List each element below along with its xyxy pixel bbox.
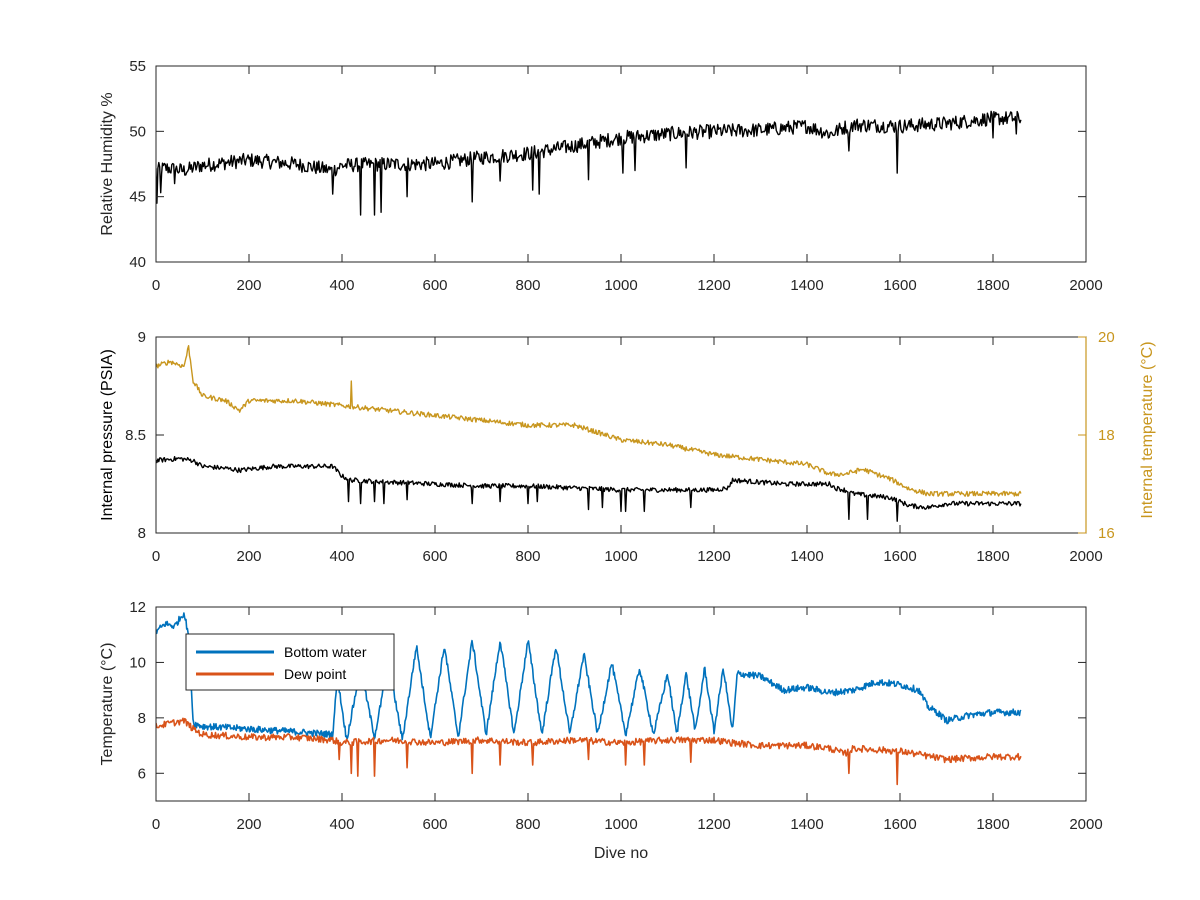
pressure-y-axis-label: Internal pressure (PSIA) <box>99 349 116 521</box>
humidity-x-tick-label-1800: 1800 <box>976 277 1009 294</box>
pressure-temperature-x-tick-label-2000: 2000 <box>1069 548 1102 565</box>
humidity-ticks: 0 200 400 600 800 1000 1200 1400 1600 1800 2000 40 4… <box>129 58 1102 294</box>
humidity-x-tick-label-1000: 1000 <box>604 277 637 294</box>
pressure-temperature-x-tick-label-1600: 1600 <box>883 548 916 565</box>
humidity-y-axis-label: Relative Humidity % <box>99 92 116 235</box>
temperature-x-tick-label-1600: 1600 <box>883 816 916 833</box>
temperature-x-tick-label-800: 800 <box>515 816 540 833</box>
humidity-series-line <box>156 110 1022 216</box>
temperature-plot-area <box>156 612 1022 786</box>
temperature-x-tick-label-200: 200 <box>236 816 261 833</box>
internal-temperature-y-tick-label-20: 20 <box>1098 329 1115 346</box>
pressure-temperature-x-tick-label-400: 400 <box>329 548 354 565</box>
pressure-temperature-x-tick-label-1800: 1800 <box>976 548 1009 565</box>
temperature-x-tick-label-600: 600 <box>422 816 447 833</box>
humidity-y-tick-label-50: 50 <box>129 123 146 140</box>
pressure-temperature-y-tick-label-9: 9 <box>138 329 146 346</box>
temperature-x-tick-label-0: 0 <box>152 816 160 833</box>
humidity-y-tick-label-40: 40 <box>129 254 146 271</box>
pressure-temperature-y-tick-label-8-5: 8.5 <box>125 427 146 444</box>
humidity-x-tick-label-200: 200 <box>236 277 261 294</box>
pressure-ticks: 0 200 400 600 800 1000 1200 1400 1600 1800 2000 8 8.… <box>125 329 1115 565</box>
pressure-temperature-panel: 0 200 400 600 800 1000 1200 1400 1600 1800 2000 8 8.… <box>99 329 1156 565</box>
pressure-temperature-y-tick-label-8: 8 <box>138 525 146 542</box>
humidity-x-tick-label-0: 0 <box>152 277 160 294</box>
temperature-x-tick-label-1000: 1000 <box>604 816 637 833</box>
humidity-panel: 0 200 400 600 800 1000 1200 1400 1600 1800 2000 40 4… <box>99 58 1103 294</box>
legend-label-bottom-water: Bottom water <box>284 644 367 660</box>
temperature-panel: 0 200 400 600 800 1000 1200 1400 1600 1800 2000 6 8 1… <box>99 599 1103 862</box>
humidity-x-tick-label-1600: 1600 <box>883 277 916 294</box>
humidity-x-tick-label-1200: 1200 <box>697 277 730 294</box>
pressure-temperature-x-tick-label-1200: 1200 <box>697 548 730 565</box>
temperature-x-tick-label-1400: 1400 <box>790 816 823 833</box>
humidity-plot-area <box>156 110 1022 216</box>
humidity-x-tick-label-800: 800 <box>515 277 540 294</box>
dive-no-x-axis-label: Dive no <box>594 845 648 862</box>
dew-point-series-line <box>156 717 1022 786</box>
internal-temperature-y-tick-label-18: 18 <box>1098 427 1115 444</box>
internal-temperature-y-axis-label: Internal temperature (°C) <box>1139 341 1156 518</box>
pressure-temperature-x-tick-label-600: 600 <box>422 548 447 565</box>
legend-label-dew-point: Dew point <box>284 666 346 682</box>
temperature-x-tick-label-1800: 1800 <box>976 816 1009 833</box>
internal-temperature-series-line <box>156 345 1022 497</box>
temperature-legend: Bottom water Dew point <box>185 633 395 691</box>
bottom-water-series-line <box>156 612 1022 741</box>
temperature-y-axis-label: Temperature (°C) <box>99 643 116 766</box>
humidity-x-tick-label-1400: 1400 <box>790 277 823 294</box>
temperature-y-tick-label-12: 12 <box>129 599 146 616</box>
temperature-ticks: 0 200 400 600 800 1000 1200 1400 1600 1800 2000 6 8 1… <box>129 599 1102 833</box>
pressure-temperature-x-tick-label-1000: 1000 <box>604 548 637 565</box>
internal-temperature-y-tick-label-16: 16 <box>1098 525 1115 542</box>
temperature-x-tick-label-2000: 2000 <box>1069 816 1102 833</box>
pressure-temperature-series-line <box>156 456 1022 522</box>
temperature-x-tick-label-1200: 1200 <box>697 816 730 833</box>
humidity-y-tick-label-45: 45 <box>129 189 146 206</box>
humidity-x-tick-label-400: 400 <box>329 277 354 294</box>
legend-box <box>185 633 395 691</box>
pressure-temperature-x-tick-label-800: 800 <box>515 548 540 565</box>
humidity-x-tick-label-2000: 2000 <box>1069 277 1102 294</box>
temperature-y-tick-label-10: 10 <box>129 654 146 671</box>
pressure-plot-area <box>156 345 1022 522</box>
pressure-temperature-x-tick-label-0: 0 <box>152 548 160 565</box>
temperature-y-tick-label-8: 8 <box>138 710 146 727</box>
humidity-y-tick-label-55: 55 <box>129 58 146 75</box>
pressure-temperature-x-tick-label-200: 200 <box>236 548 261 565</box>
temperature-y-tick-label-6: 6 <box>138 765 146 782</box>
temperature-x-tick-label-400: 400 <box>329 816 354 833</box>
pressure-temperature-x-tick-label-1400: 1400 <box>790 548 823 565</box>
humidity-x-tick-label-600: 600 <box>422 277 447 294</box>
